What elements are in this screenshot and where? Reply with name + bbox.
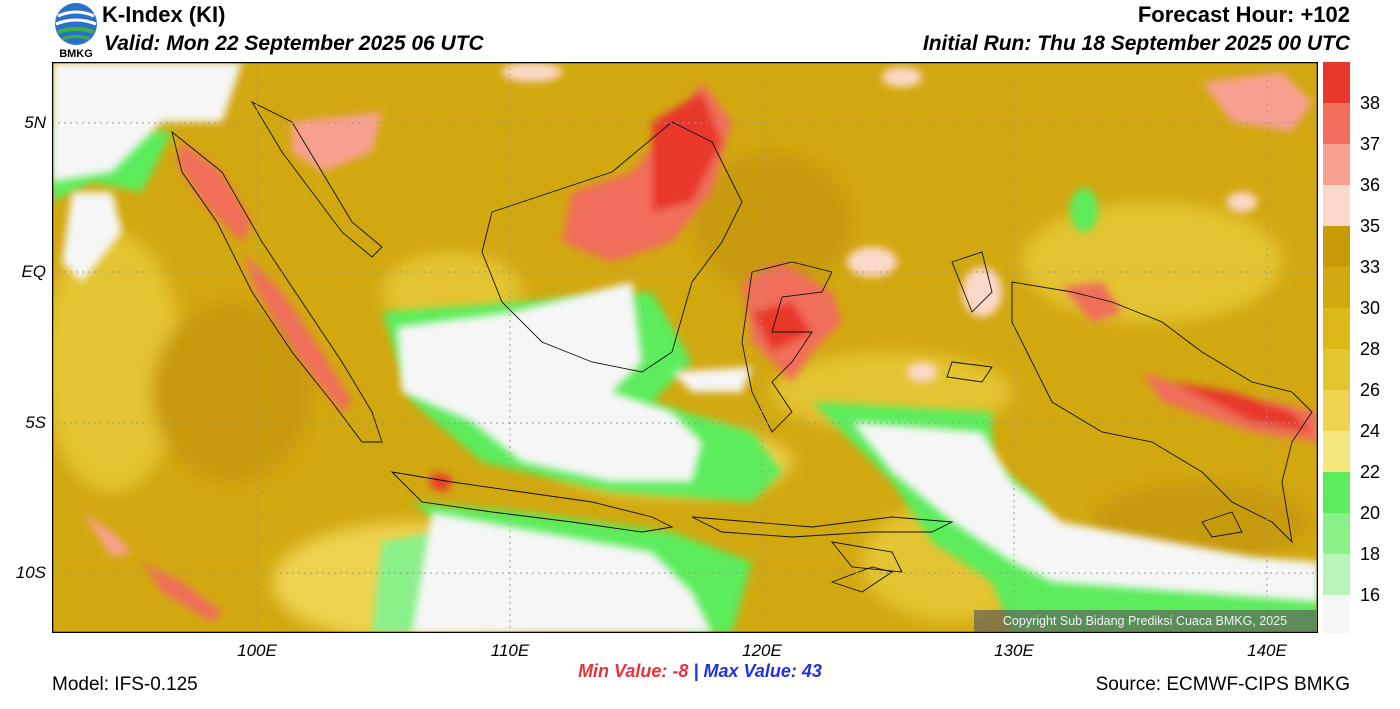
- colorbar-swatch: [1323, 513, 1350, 554]
- colorbar-swatch: [1323, 226, 1350, 267]
- lon-label-140e: 140E: [1247, 641, 1287, 660]
- lat-label-5n: 5N: [24, 113, 46, 132]
- model-name: Model: IFS-0.125: [52, 674, 198, 695]
- map-frame: [52, 62, 1318, 633]
- colorbar-swatch: [1323, 185, 1350, 226]
- colorbar-swatch: [1323, 62, 1350, 103]
- data-source: Source: ECMWF-CIPS BMKG: [1095, 674, 1350, 695]
- colorbar-label: 33: [1359, 257, 1380, 277]
- colorbar-swatch: [1323, 431, 1350, 472]
- colorbar-swatch: [1323, 308, 1350, 349]
- colorbar-label: 18: [1359, 544, 1380, 564]
- initial-run: Initial Run: Thu 18 September 2025 00 UT…: [922, 32, 1350, 55]
- forecast-hour: Forecast Hour: +102: [1137, 2, 1350, 27]
- field-high: [82, 72, 1318, 622]
- colorbar-label: 22: [1359, 462, 1380, 482]
- max-value-label: Max Value:: [703, 661, 797, 681]
- lon-label-120e: 120E: [742, 641, 782, 660]
- colorbar-swatch: [1323, 390, 1350, 431]
- colorbar-swatch: [1323, 267, 1350, 308]
- lat-label-eq: EQ: [21, 262, 46, 281]
- lon-label-100e: 100E: [237, 641, 277, 660]
- colorbar-label: 37: [1359, 134, 1380, 154]
- field-elevated: [502, 62, 1257, 382]
- field-moderate: [52, 152, 1312, 633]
- colorbar-label: 26: [1359, 380, 1380, 400]
- colorbar-label: 30: [1359, 298, 1380, 318]
- lon-label-110e: 110E: [490, 641, 530, 660]
- colorbar-label: 20: [1359, 503, 1380, 523]
- colorbar-label: 38: [1359, 93, 1380, 113]
- bmkg-logo: [52, 0, 100, 60]
- valid-time: Valid: Mon 22 September 2025 06 UTC: [104, 32, 484, 55]
- colorbar-swatch: [1323, 595, 1350, 633]
- coastlines: [171, 100, 1313, 593]
- min-max-values: Min Value: -8 | Max Value: 43: [0, 661, 1400, 682]
- colorbar-swatch: [1323, 349, 1350, 390]
- min-value: -8: [672, 661, 689, 681]
- colorbar-label: 36: [1359, 175, 1380, 195]
- min-value-label: Min Value:: [578, 661, 668, 681]
- colorbar-swatch: [1323, 144, 1350, 185]
- colorbar-swatch: [1323, 103, 1350, 144]
- lat-label-10s: 10S: [15, 563, 46, 582]
- k-index-map: [52, 62, 1318, 633]
- colorbar-swatch: [1323, 472, 1350, 513]
- min-max-separator: |: [693, 661, 699, 681]
- colorbar-swatch: [1323, 554, 1350, 595]
- copyright-notice: Copyright Sub Bidang Prediksi Cuaca BMKG…: [974, 610, 1316, 632]
- colorbar: [1323, 62, 1350, 633]
- colorbar-label: 16: [1359, 585, 1380, 605]
- lat-label-5s: 5S: [25, 413, 46, 432]
- lon-label-130e: 130E: [994, 641, 1034, 660]
- colorbar-label: 24: [1359, 421, 1380, 441]
- map-title: K-Index (KI): [102, 2, 226, 27]
- colorbar-label: 28: [1359, 339, 1380, 359]
- graticule: [52, 62, 1318, 633]
- max-value: 43: [801, 661, 822, 681]
- colorbar-label: 35: [1359, 216, 1380, 236]
- logo-text: BMKG: [59, 48, 93, 60]
